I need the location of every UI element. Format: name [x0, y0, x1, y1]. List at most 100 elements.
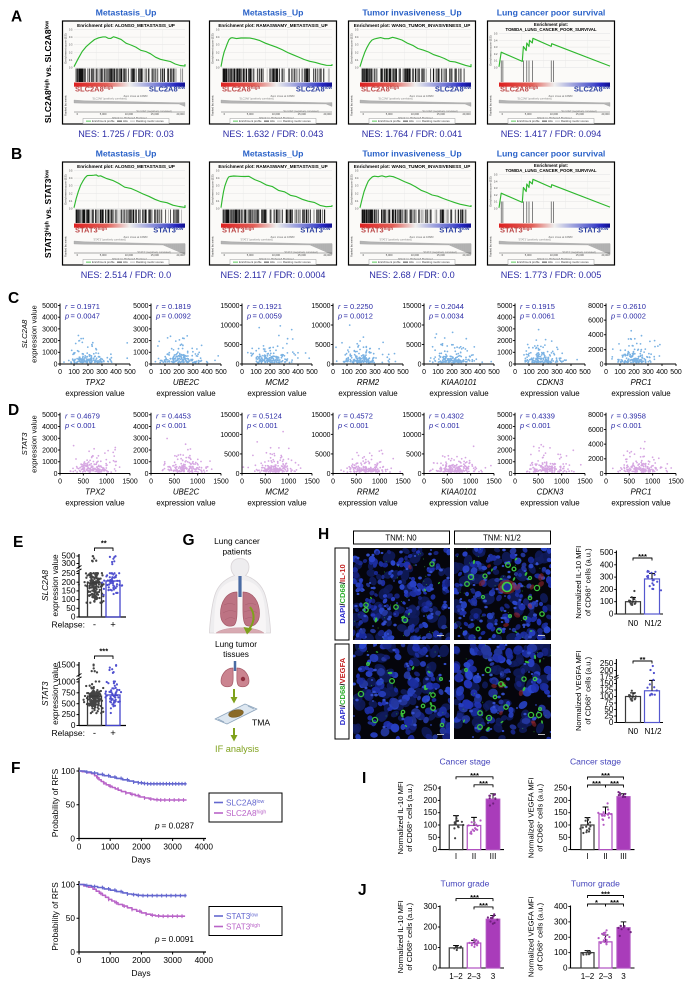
svg-text:150: 150: [62, 586, 76, 596]
svg-text:< 0.001: < 0.001: [162, 421, 187, 430]
svg-text:15000: 15000: [402, 412, 421, 419]
svg-text:0.1: 0.1: [355, 199, 359, 203]
svg-text:0: 0: [563, 845, 568, 854]
svg-text:SLC2A8high vs. SLC2A8low: SLC2A8high vs. SLC2A8low: [43, 20, 53, 123]
svg-text:p: p: [337, 312, 342, 321]
svg-text:'SLC2A8' (positively correlate: 'SLC2A8' (positively correlated): [239, 98, 274, 101]
svg-text:B: B: [11, 146, 22, 163]
svg-text:100: 100: [250, 369, 262, 376]
svg-text:0.3: 0.3: [216, 43, 220, 47]
svg-text:Ranking metric scores: Ranking metric scores: [136, 119, 164, 123]
svg-text:PRC1: PRC1: [630, 488, 651, 497]
svg-text:2–3: 2–3: [467, 972, 481, 981]
svg-text:UBE2C: UBE2C: [173, 488, 200, 497]
svg-text:r: r: [156, 302, 159, 311]
svg-text:250: 250: [554, 784, 568, 793]
svg-text:STAT3low: STAT3low: [153, 226, 184, 235]
svg-text:Enrichment profile: Enrichment profile: [517, 119, 540, 123]
svg-text:2000: 2000: [42, 338, 57, 345]
svg-text:< 0.001: < 0.001: [617, 421, 642, 430]
svg-text:Tumor grade: Tumor grade: [571, 879, 620, 889]
svg-text:expression value: expression value: [429, 389, 489, 398]
svg-text:**: **: [101, 539, 107, 548]
svg-text:Ranked list metric: Ranked list metric: [489, 235, 493, 256]
svg-text:20,000: 20,000: [176, 253, 185, 257]
svg-text:15,000: 15,000: [576, 253, 585, 257]
svg-text:Enrichment plot: RAMASWAMY_MET: Enrichment plot: RAMASWAMY_METASTASIS_UP: [218, 23, 327, 28]
svg-text:0.5: 0.5: [216, 28, 220, 32]
svg-text:3: 3: [491, 972, 496, 981]
svg-text:TOMIDA_LUNG_CANCER_POOR_SURVIV: TOMIDA_LUNG_CANCER_POOR_SURVIVAL: [506, 27, 597, 32]
svg-text:r: r: [247, 302, 250, 311]
svg-text:Enrichment plot: WANG_TUMOR_IN: Enrichment plot: WANG_TUMOR_INVASIVENESS…: [354, 164, 471, 169]
svg-text:20,000: 20,000: [601, 253, 610, 257]
svg-text:< 0.001: < 0.001: [526, 421, 551, 430]
svg-text:1500: 1500: [395, 479, 410, 486]
svg-text:NES: 2.68 / FDR: 0.0: NES: 2.68 / FDR: 0.0: [369, 270, 454, 280]
svg-text:250: 250: [62, 568, 76, 578]
svg-text:Ranked list metric: Ranked list metric: [350, 235, 354, 256]
svg-text:100: 100: [61, 879, 75, 889]
svg-text:+: +: [110, 620, 116, 631]
svg-text:of CD68+ cells (a.u.): of CD68+ cells (a.u.): [583, 656, 592, 724]
svg-text:300: 300: [600, 573, 614, 582]
svg-text:100: 100: [432, 369, 444, 376]
svg-text:0: 0: [77, 955, 82, 965]
svg-text:***: ***: [470, 771, 479, 780]
svg-text:10000: 10000: [220, 322, 239, 329]
svg-text:500: 500: [124, 369, 136, 376]
svg-text:1000: 1000: [42, 459, 57, 466]
svg-text:0.0: 0.0: [69, 207, 73, 211]
svg-text:400: 400: [600, 560, 614, 569]
svg-text:DAPI/CD68/IL-10: DAPI/CD68/IL-10: [338, 564, 347, 624]
svg-text:MCM2: MCM2: [265, 488, 289, 497]
svg-text:= 0.0002: = 0.0002: [617, 312, 646, 321]
svg-text:KIAA0101: KIAA0101: [441, 378, 477, 387]
svg-text:NES: 1.725 / FDR: 0.03: NES: 1.725 / FDR: 0.03: [78, 129, 174, 139]
svg-text:Enrichment plot: ALONSO_METAST: Enrichment plot: ALONSO_METASTASIS_UP: [77, 164, 175, 169]
svg-text:***: ***: [601, 771, 610, 780]
svg-text:Lung cancer: Lung cancer: [214, 536, 260, 546]
svg-text:150: 150: [423, 808, 437, 817]
svg-text:of CD68+ cells (a.u.): of CD68+ cells (a.u.): [405, 783, 414, 851]
svg-text:Enrichment score (ES): Enrichment score (ES): [350, 33, 354, 63]
svg-text:expression value: expression value: [247, 389, 307, 398]
svg-text:'SLC2A8' (negatively correlate: 'SLC2A8' (negatively correlated): [422, 110, 458, 113]
svg-text:Enrichment profile: Enrichment profile: [92, 260, 115, 264]
svg-text:150: 150: [554, 808, 568, 817]
svg-text:0.4: 0.4: [69, 176, 73, 180]
svg-text:0.0: 0.0: [494, 207, 498, 211]
svg-text:Rank in Ordered Dataset: Rank in Ordered Dataset: [537, 257, 571, 261]
svg-text:Rank in Ordered Dataset: Rank in Ordered Dataset: [398, 116, 432, 120]
svg-text:1000: 1000: [101, 955, 120, 965]
svg-text:2000: 2000: [42, 447, 57, 454]
svg-text:10000: 10000: [402, 432, 421, 439]
svg-text:expression value: expression value: [65, 389, 125, 398]
svg-text:expression value: expression value: [156, 499, 216, 508]
svg-text:r: r: [520, 411, 523, 420]
svg-text:Zero cross at 16683: Zero cross at 16683: [549, 235, 573, 239]
svg-text:Ranking metric scores: Ranking metric scores: [422, 119, 450, 123]
svg-text:NES: 1.632 / FDR: 0.043: NES: 1.632 / FDR: 0.043: [223, 129, 324, 139]
svg-text:75: 75: [604, 699, 614, 708]
svg-text:of CD68+ cells (a.u.): of CD68+ cells (a.u.): [583, 548, 592, 616]
svg-text:p: p: [610, 421, 615, 430]
svg-text:0.0: 0.0: [355, 66, 359, 70]
svg-text:TNM: N1/2: TNM: N1/2: [483, 534, 521, 543]
svg-text:0: 0: [240, 369, 244, 376]
svg-text:3000: 3000: [133, 326, 148, 333]
svg-text:Hits: Hits: [409, 260, 414, 264]
svg-text:500: 500: [260, 479, 272, 486]
svg-text:6000: 6000: [588, 318, 603, 325]
svg-text:SLC2A8low: SLC2A8low: [296, 85, 333, 94]
svg-text:0.3: 0.3: [216, 184, 220, 188]
svg-text:p: p: [64, 421, 69, 430]
svg-text:expression value: expression value: [338, 389, 398, 398]
svg-text:500: 500: [215, 369, 227, 376]
svg-text:0.2: 0.2: [69, 50, 73, 54]
svg-text:0.2: 0.2: [494, 193, 498, 197]
svg-text:Hits: Hits: [270, 260, 275, 264]
svg-text:0.5: 0.5: [355, 169, 359, 173]
svg-text:0.2: 0.2: [216, 50, 220, 54]
svg-text:0: 0: [609, 610, 614, 619]
